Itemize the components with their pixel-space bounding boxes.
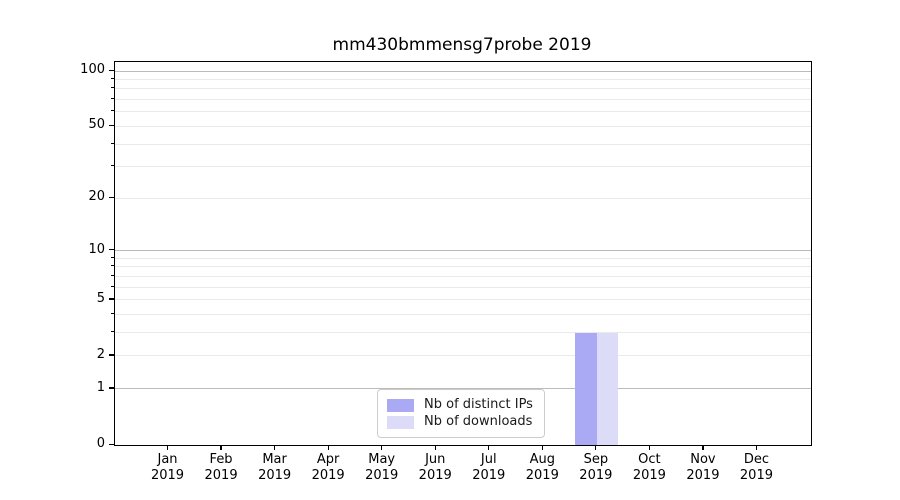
y-major-gridline xyxy=(115,388,811,390)
y-minor-tick xyxy=(111,98,114,100)
y-major-gridline xyxy=(115,250,811,252)
y-minor-gridline xyxy=(115,143,811,145)
y-tick-label: 1 xyxy=(96,379,105,395)
y-minor-tick xyxy=(111,256,114,258)
y-minor-gridline xyxy=(115,111,811,113)
x-tick xyxy=(755,445,758,450)
x-tick xyxy=(220,445,222,450)
legend-entry-downloads: Nb of downloads xyxy=(387,414,535,430)
x-tick xyxy=(327,445,329,450)
bar-downloads-sep xyxy=(596,332,619,445)
x-tick-label: Feb 2019 xyxy=(204,452,238,483)
x-tick-label: Aug 2019 xyxy=(525,452,559,483)
y-minor-tick xyxy=(111,331,114,333)
y-tick xyxy=(109,196,114,199)
y-tick xyxy=(109,443,114,445)
y-tick xyxy=(109,387,114,389)
y-tick-label: 50 xyxy=(88,117,105,133)
x-tick-label: Jun 2019 xyxy=(418,452,452,483)
y-minor-gridline xyxy=(115,266,811,268)
bar-distinct-ips-sep xyxy=(575,332,597,445)
y-tick xyxy=(109,249,114,251)
y-tick xyxy=(109,69,114,71)
y-minor-tick xyxy=(111,142,114,144)
y-major-gridline xyxy=(115,70,811,72)
y-minor-tick xyxy=(111,78,114,80)
x-tick-label: Jan 2019 xyxy=(150,452,185,483)
y-tick-label: 2 xyxy=(96,346,105,362)
y-minor-gridline xyxy=(115,257,811,259)
y-minor-gridline xyxy=(115,99,811,101)
x-tick-label: May 2019 xyxy=(365,452,399,483)
y-minor-tick xyxy=(111,165,114,167)
y-minor-gridline xyxy=(115,286,811,288)
x-tick-label: Sep 2019 xyxy=(579,452,613,483)
y-minor-tick xyxy=(111,87,114,89)
x-tick-label: Jul 2019 xyxy=(472,452,506,483)
y-minor-gridline xyxy=(115,79,811,81)
x-tick xyxy=(595,445,597,450)
y-tick-label: 10 xyxy=(88,241,105,257)
x-tick xyxy=(434,445,436,450)
y-tick-label: 100 xyxy=(80,62,105,78)
y-tick-label: 5 xyxy=(96,290,105,306)
legend-label-downloads: Nb of downloads xyxy=(424,414,533,429)
y-minor-gridline xyxy=(115,314,811,316)
legend-swatch-downloads-icon xyxy=(387,415,414,429)
y-minor-tick xyxy=(111,265,114,267)
x-tick-label: Nov 2019 xyxy=(686,452,720,483)
plot-area xyxy=(114,61,812,446)
x-tick xyxy=(166,445,169,450)
x-tick xyxy=(702,445,704,450)
y-minor-gridline xyxy=(115,355,811,357)
y-tick-label: 0 xyxy=(96,436,105,451)
y-minor-gridline xyxy=(115,276,811,278)
x-tick-label: Mar 2019 xyxy=(258,452,292,483)
x-tick xyxy=(488,445,490,450)
legend-entry-distinct-ips: Nb of distinct IPs xyxy=(387,397,535,413)
y-minor-tick xyxy=(111,110,114,112)
y-minor-gridline xyxy=(115,88,811,90)
x-tick-label: Oct 2019 xyxy=(632,452,666,483)
x-tick-label: Dec 2019 xyxy=(739,452,773,483)
legend-swatch-distinct-ips-icon xyxy=(387,398,414,412)
x-tick xyxy=(648,445,650,450)
y-tick xyxy=(109,124,114,127)
y-minor-gridline xyxy=(115,166,811,168)
chart-title: mm430bmmensg7probe 2019 xyxy=(332,35,592,55)
x-tick xyxy=(274,445,276,450)
y-minor-gridline xyxy=(115,332,811,334)
x-tick xyxy=(381,445,383,450)
y-tick xyxy=(109,298,114,300)
legend-label-distinct-ips: Nb of distinct IPs xyxy=(424,397,533,412)
x-tick xyxy=(541,445,543,450)
legend: Nb of distinct IPs Nb of downloads xyxy=(377,389,545,438)
y-minor-tick xyxy=(111,313,114,315)
y-minor-gridline xyxy=(115,197,811,199)
y-tick-label: 20 xyxy=(88,189,105,205)
y-minor-gridline xyxy=(115,299,811,301)
y-minor-tick xyxy=(111,285,114,287)
y-tick xyxy=(109,354,114,356)
y-minor-gridline xyxy=(115,125,811,127)
y-minor-tick xyxy=(111,275,114,277)
x-tick-label: Apr 2019 xyxy=(311,452,345,483)
